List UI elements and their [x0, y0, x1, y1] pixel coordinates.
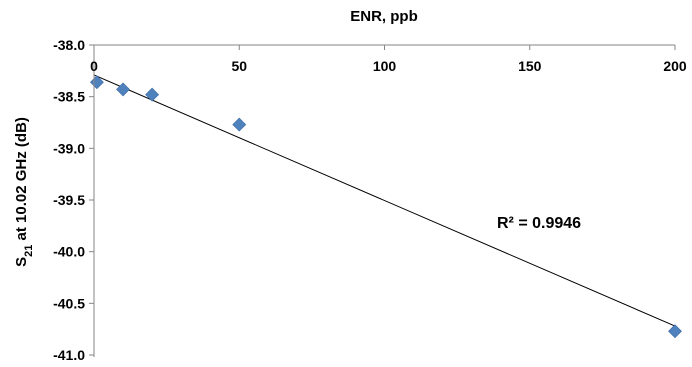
- trendline: [93, 74, 676, 327]
- data-point: [232, 117, 247, 132]
- data-point: [668, 324, 682, 339]
- y-tick-label: -40.0: [53, 244, 85, 260]
- y-tick-label: -38.5: [53, 89, 85, 105]
- y-axis-title-rest: at 10.02 GHz (dB): [13, 117, 30, 245]
- data-point: [145, 87, 160, 102]
- y-tick-label: -39.0: [53, 140, 85, 156]
- x-tick-label: 50: [231, 58, 247, 74]
- y-tick-label: -39.5: [53, 192, 85, 208]
- y-tick-label: -40.5: [53, 295, 85, 311]
- x-axis-title: ENR, ppb: [350, 8, 418, 25]
- trendline-layer: [93, 74, 676, 327]
- r-squared-annotation: R² = 0.9946: [497, 215, 581, 232]
- data-points-layer: [89, 75, 682, 339]
- x-tick-label: 150: [518, 58, 542, 74]
- axes-layer: -38.0 -38.5 -39.0 -39.5 -40.0 -40.5 -41.0 0 50 10…: [53, 37, 687, 363]
- x-tick-label: 200: [663, 58, 687, 74]
- x-tick-label: 0: [90, 58, 98, 74]
- x-tick-label: 100: [373, 58, 397, 74]
- y-axis-title-main: S: [13, 257, 30, 267]
- data-point: [116, 82, 130, 97]
- y-axis-title: S21 at 10.02 GHz (dB): [13, 117, 35, 267]
- y-tick-label: -41.0: [53, 347, 85, 363]
- y-tick-label: -38.0: [53, 37, 85, 53]
- y-axis-title-subscript: 21: [23, 245, 35, 257]
